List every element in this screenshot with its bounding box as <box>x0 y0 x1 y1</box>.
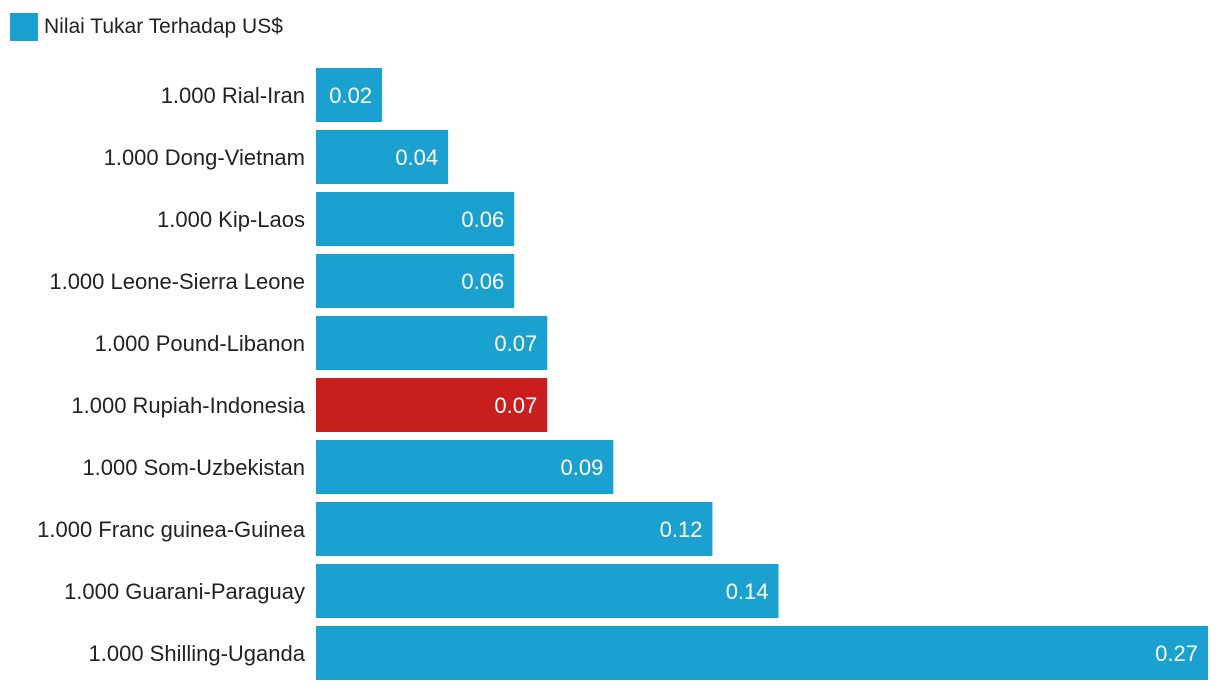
category-label: 1.000 Shilling-Uganda <box>89 641 306 666</box>
value-label: 0.14 <box>726 579 769 604</box>
category-label: 1.000 Som-Uzbekistan <box>82 455 305 480</box>
category-label: 1.000 Franc guinea-Guinea <box>37 517 306 542</box>
bar <box>316 502 713 556</box>
value-label: 0.06 <box>461 269 504 294</box>
value-label: 0.07 <box>494 331 537 356</box>
bar <box>316 130 449 184</box>
category-label: 1.000 Guarani-Paraguay <box>64 579 305 604</box>
category-label: 1.000 Rial-Iran <box>161 83 305 108</box>
bar <box>316 626 1208 680</box>
bar <box>316 564 779 618</box>
value-label: 0.06 <box>461 207 504 232</box>
bar <box>316 440 614 494</box>
value-label: 0.02 <box>329 83 372 108</box>
value-label: 0.27 <box>1155 641 1198 666</box>
bar <box>316 378 548 432</box>
value-label: 0.12 <box>660 517 703 542</box>
legend-label: Nilai Tukar Terhadap US$ <box>44 15 283 38</box>
bar <box>316 68 383 122</box>
category-label: 1.000 Kip-Laos <box>157 207 305 232</box>
legend-swatch <box>10 13 38 41</box>
bar <box>316 254 515 308</box>
legend: Nilai Tukar Terhadap US$ <box>10 12 283 42</box>
bar <box>316 316 548 370</box>
category-label: 1.000 Leone-Sierra Leone <box>49 269 305 294</box>
category-label: 1.000 Pound-Libanon <box>95 331 305 356</box>
value-label: 0.07 <box>494 393 537 418</box>
bar <box>316 192 515 246</box>
value-label: 0.09 <box>561 455 604 480</box>
category-label: 1.000 Rupiah-Indonesia <box>71 393 305 418</box>
category-label: 1.000 Dong-Vietnam <box>104 145 305 170</box>
value-label: 0.04 <box>395 145 438 170</box>
